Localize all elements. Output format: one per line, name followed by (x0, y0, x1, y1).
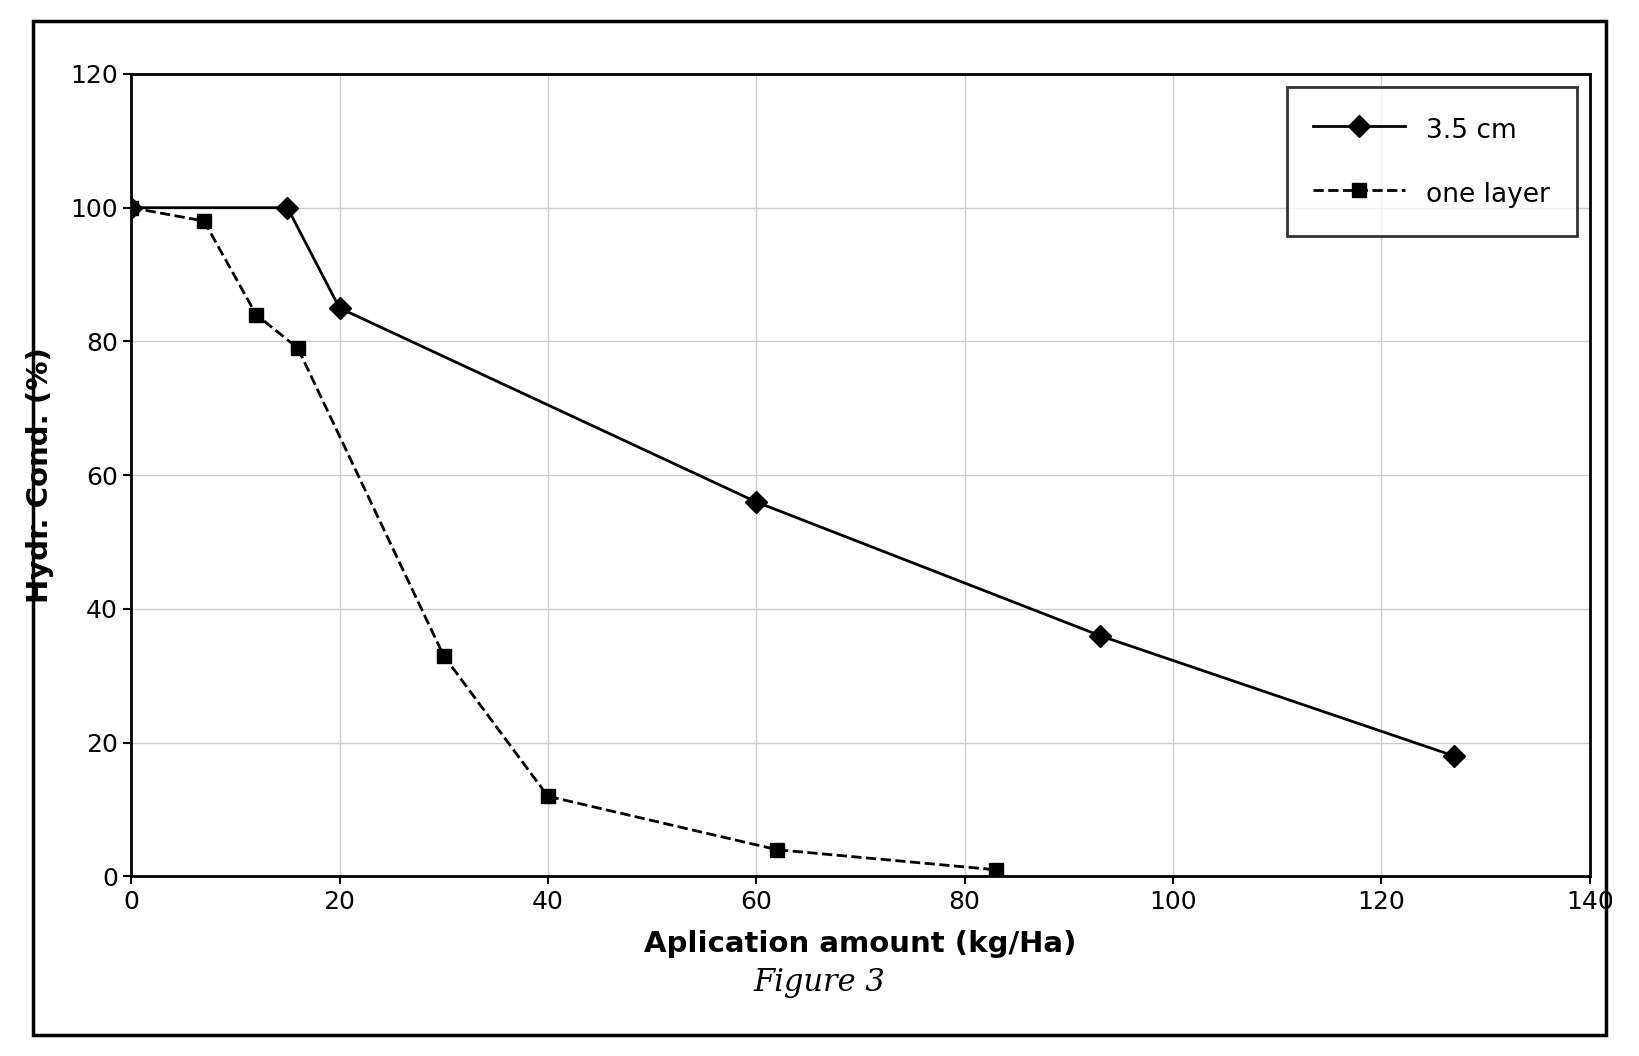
one layer (288, 342, 308, 355)
3.5 cm (121, 202, 141, 214)
one layer (193, 214, 213, 227)
3.5 cm (329, 302, 349, 315)
Legend: 3.5 cm, one layer: 3.5 cm, one layer (1287, 87, 1577, 235)
Line: 3.5 cm: 3.5 cm (123, 200, 1462, 763)
one layer (538, 790, 557, 803)
one layer (987, 864, 1006, 876)
one layer (246, 308, 266, 321)
one layer (121, 202, 141, 214)
Y-axis label: Hydr. Cond. (%): Hydr. Cond. (%) (26, 347, 54, 603)
3.5 cm (1444, 750, 1464, 762)
Line: one layer: one layer (125, 201, 1003, 876)
Text: Figure 3: Figure 3 (754, 966, 885, 998)
one layer (767, 844, 787, 856)
X-axis label: Aplication amount (kg/Ha): Aplication amount (kg/Ha) (644, 930, 1077, 959)
3.5 cm (1090, 629, 1110, 642)
3.5 cm (277, 202, 297, 214)
3.5 cm (746, 495, 765, 508)
one layer (434, 649, 454, 662)
